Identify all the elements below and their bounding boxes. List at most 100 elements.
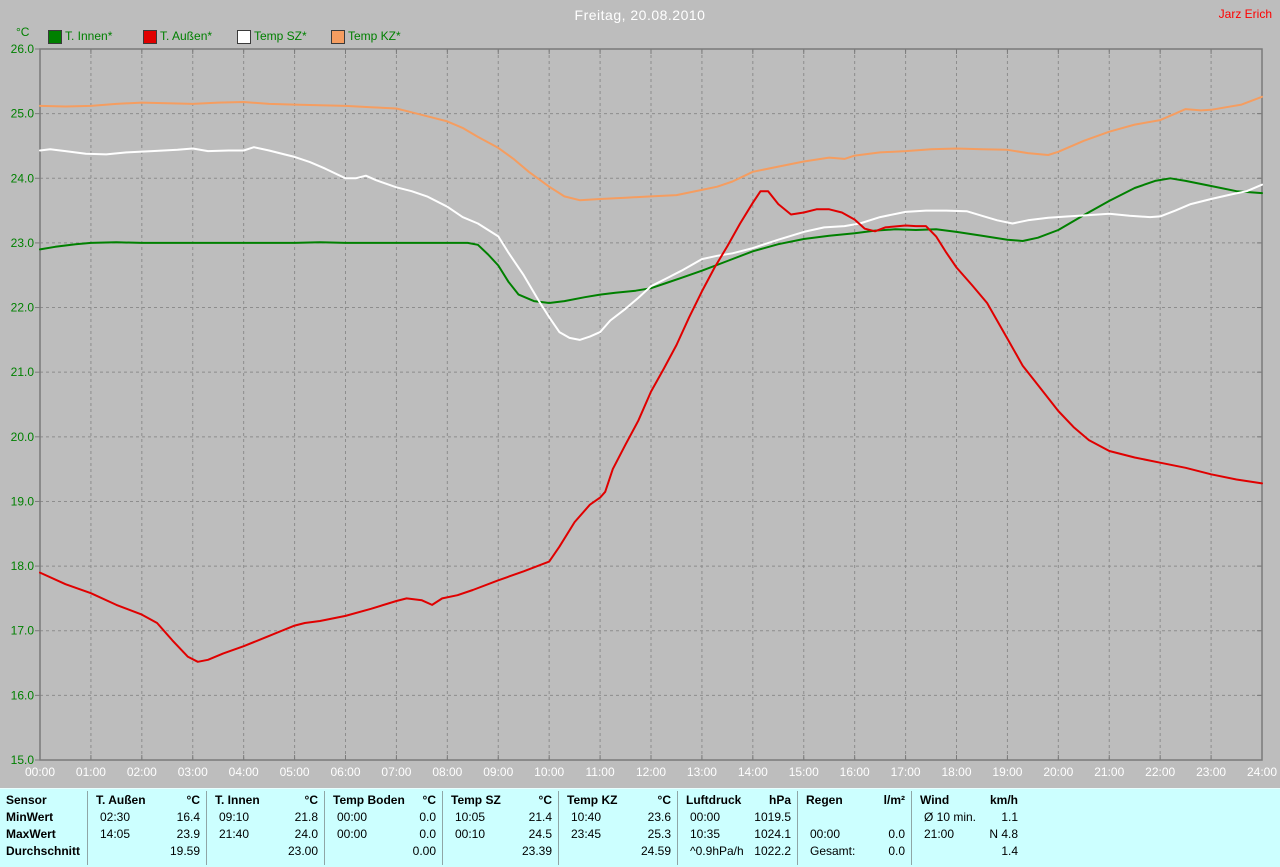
series-line-t-aussen <box>39 190 1263 663</box>
table-cell-t-innen-value: 23.00 <box>287 844 318 858</box>
legend-label-temp-kz: Temp KZ* <box>348 29 401 43</box>
table-cell-wind-time: Ø 10 min. <box>924 810 977 824</box>
table-cell-t-aussen-value: 23.9 <box>176 827 200 841</box>
table-cell-temp-kz-time: 10:40 <box>571 810 602 824</box>
svg-text:21:00: 21:00 <box>1094 765 1124 779</box>
table-cell-temp-kz-value: 23.6 <box>647 810 671 824</box>
svg-text:23:00: 23:00 <box>1196 765 1226 779</box>
temperature-chart: 26.0 25.0 24.0 23.0 22.0 21.0 20.0 19.0 18.0 17.0… <box>11 42 1278 779</box>
table-cell-wind-value: N 4.8 <box>989 827 1018 841</box>
table-unit-wind: km/h <box>989 793 1018 807</box>
table-unit-temp-kz: °C <box>657 793 671 807</box>
table-separator <box>206 791 207 865</box>
table-cell-luftdruck-time: 10:35 <box>690 827 721 841</box>
table-row-label-maxwert: MaxWert <box>6 827 56 841</box>
svg-text:19:00: 19:00 <box>992 765 1022 779</box>
table-row-label-minwert: MinWert <box>6 810 54 824</box>
table-cell-luftdruck-value: 1024.1 <box>754 827 791 841</box>
svg-text:21.0: 21.0 <box>11 365 35 379</box>
table-unit-t-innen: °C <box>304 793 318 807</box>
table-cell-t-aussen-time: 02:30 <box>100 810 131 824</box>
svg-text:11:00: 11:00 <box>586 765 615 779</box>
legend-swatch-temp-kz <box>331 30 345 44</box>
table-cell-regen-value: 0.0 <box>888 844 905 858</box>
svg-text:02:00: 02:00 <box>127 765 157 779</box>
table-cell-temp-boden-value: 0.0 <box>419 827 436 841</box>
svg-text:07:00: 07:00 <box>381 765 411 779</box>
x-axis-labels: 00:00 01:00 02:00 03:00 04:00 05:00 06:00 07:00… <box>25 765 1277 779</box>
table-cell-luftdruck-value: 1022.2 <box>754 844 791 858</box>
table-separator <box>324 791 325 865</box>
svg-text:00:00: 00:00 <box>25 765 55 779</box>
table-cell-wind-value: 1.4 <box>1001 844 1018 858</box>
table-cell-temp-kz-time: 23:45 <box>571 827 602 841</box>
author-watermark: Jarz Erich <box>1218 7 1272 21</box>
svg-text:18:00: 18:00 <box>941 765 971 779</box>
table-separator <box>911 791 912 865</box>
table-cell-luftdruck-value: 1019.5 <box>754 810 791 824</box>
table-unit-temp-boden: °C <box>422 793 436 807</box>
svg-text:16.0: 16.0 <box>11 688 35 702</box>
table-cell-temp-sz-time: 00:10 <box>455 827 486 841</box>
table-header-regen: Regen <box>806 793 843 807</box>
svg-text:10:00: 10:00 <box>534 765 564 779</box>
legend-swatch-temp-sz <box>237 30 251 44</box>
table-cell-t-aussen-value: 19.59 <box>169 844 200 858</box>
legend-swatch-t-aussen <box>143 30 157 44</box>
legend-swatch-t-innen <box>48 30 62 44</box>
table-cell-temp-sz-value: 23.39 <box>521 844 552 858</box>
series-line-t-innen <box>39 177 1263 304</box>
svg-text:03:00: 03:00 <box>178 765 208 779</box>
table-separator <box>442 791 443 865</box>
table-header-temp-boden: Temp Boden <box>333 793 405 807</box>
series-line-temp-sz <box>39 146 1263 341</box>
table-header-t-aussen: T. Außen <box>96 793 146 807</box>
table-cell-t-innen-time: 21:40 <box>219 827 250 841</box>
svg-text:22.0: 22.0 <box>11 301 35 315</box>
svg-text:16:00: 16:00 <box>840 765 870 779</box>
legend-label-t-aussen: T. Außen* <box>160 29 213 43</box>
svg-text:15.0: 15.0 <box>11 753 35 767</box>
table-cell-temp-kz-value: 24.59 <box>640 844 671 858</box>
svg-text:12:00: 12:00 <box>636 765 666 779</box>
y-axis-unit-label: °C <box>16 25 30 39</box>
table-cell-t-innen-value: 24.0 <box>294 827 318 841</box>
table-row-label-durchschnitt: Durchschnitt <box>6 844 81 858</box>
table-separator <box>558 791 559 865</box>
svg-text:01:00: 01:00 <box>76 765 106 779</box>
table-cell-wind-value: 1.1 <box>1001 810 1018 824</box>
table-cell-temp-sz-value: 21.4 <box>528 810 552 824</box>
table-unit-temp-sz: °C <box>538 793 552 807</box>
svg-text:23.0: 23.0 <box>11 236 35 250</box>
gridlines <box>40 49 1262 760</box>
table-cell-luftdruck-time: ^0.9hPa/h <box>690 844 744 858</box>
table-header-t-innen: T. Innen <box>215 793 260 807</box>
table-header-temp-kz: Temp KZ <box>567 793 618 807</box>
table-separator <box>677 791 678 865</box>
svg-text:19.0: 19.0 <box>11 494 35 508</box>
svg-text:15:00: 15:00 <box>789 765 819 779</box>
table-cell-wind-time: 21:00 <box>924 827 955 841</box>
axis-ticks <box>35 48 1263 761</box>
svg-text:13:00: 13:00 <box>687 765 717 779</box>
table-cell-luftdruck-time: 00:00 <box>690 810 721 824</box>
svg-text:17:00: 17:00 <box>891 765 921 779</box>
table-header-wind: Wind <box>920 793 950 807</box>
table-row-label-sensor: Sensor <box>6 793 47 807</box>
svg-text:26.0: 26.0 <box>11 42 35 56</box>
table-cell-t-aussen-value: 16.4 <box>176 810 200 824</box>
y-axis-labels: 26.0 25.0 24.0 23.0 22.0 21.0 20.0 19.0 18.0 17.0… <box>11 42 35 767</box>
svg-text:18.0: 18.0 <box>11 559 35 573</box>
table-cell-temp-kz-value: 25.3 <box>647 827 671 841</box>
table-header-temp-sz: Temp SZ <box>451 793 501 807</box>
table-cell-regen-value: 0.0 <box>888 827 905 841</box>
table-cell-t-aussen-time: 14:05 <box>100 827 131 841</box>
table-unit-luftdruck: hPa <box>768 793 791 807</box>
svg-text:24:00: 24:00 <box>1247 765 1277 779</box>
sensor-summary-table: Sensor MinWert MaxWert Durchschnitt T. Außen… <box>0 788 1280 867</box>
table-cell-t-innen-value: 21.8 <box>294 810 318 824</box>
svg-text:25.0: 25.0 <box>11 107 35 121</box>
svg-text:09:00: 09:00 <box>483 765 513 779</box>
legend-label-t-innen: T. Innen* <box>65 29 113 43</box>
table-cell-temp-boden-value: 0.00 <box>412 844 436 858</box>
